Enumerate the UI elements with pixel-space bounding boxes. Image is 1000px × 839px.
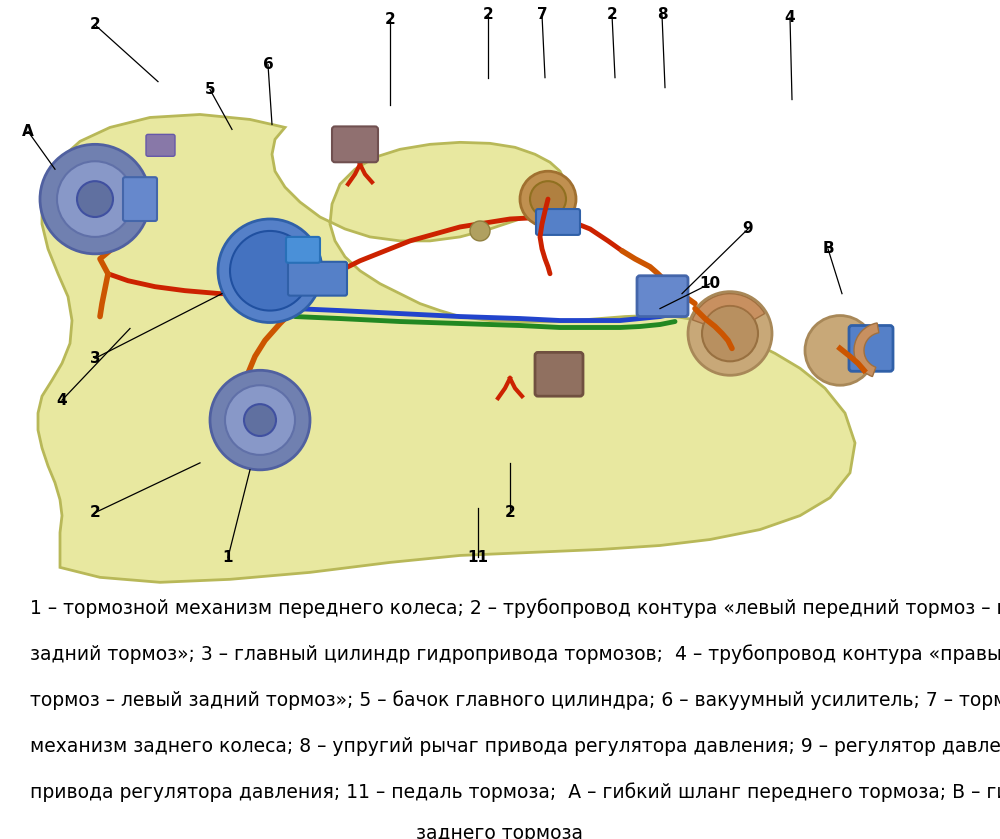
Circle shape [218, 219, 322, 322]
FancyBboxPatch shape [332, 127, 378, 162]
Circle shape [470, 221, 490, 241]
Text: 1 – тормозной механизм переднего колеса; 2 – трубопровод контура «левый передний: 1 – тормозной механизм переднего колеса;… [30, 598, 1000, 618]
Text: 9: 9 [743, 221, 753, 237]
Text: 2: 2 [385, 13, 395, 28]
FancyBboxPatch shape [288, 262, 347, 295]
Text: 7: 7 [537, 8, 547, 23]
FancyBboxPatch shape [535, 352, 583, 396]
Circle shape [210, 370, 310, 470]
FancyBboxPatch shape [637, 276, 688, 316]
Circle shape [702, 305, 758, 362]
Text: 6: 6 [263, 57, 273, 72]
Wedge shape [854, 323, 879, 377]
Text: 3: 3 [90, 351, 100, 366]
Text: привода регулятора давления; 11 – педаль тормоза;  A – гибкий шланг переднего то: привода регулятора давления; 11 – педаль… [30, 783, 1000, 802]
Text: 1: 1 [223, 550, 233, 565]
Text: A: A [22, 124, 34, 139]
Text: 2: 2 [505, 505, 515, 520]
FancyBboxPatch shape [536, 209, 580, 235]
FancyBboxPatch shape [286, 237, 320, 263]
Text: 2: 2 [90, 505, 100, 520]
Text: B: B [822, 242, 834, 257]
Circle shape [805, 315, 875, 385]
Circle shape [520, 171, 576, 227]
FancyBboxPatch shape [146, 134, 175, 156]
Text: 2: 2 [483, 8, 493, 23]
Circle shape [225, 385, 295, 455]
Circle shape [244, 404, 276, 436]
FancyBboxPatch shape [849, 326, 893, 372]
Text: 11: 11 [468, 550, 488, 565]
Circle shape [57, 161, 133, 237]
Circle shape [230, 231, 310, 310]
Text: 4: 4 [785, 10, 795, 25]
Text: 10: 10 [699, 276, 721, 291]
Circle shape [77, 181, 113, 217]
Text: механизм заднего колеса; 8 – упругий рычаг привода регулятора давления; 9 – регу: механизм заднего колеса; 8 – упругий рыч… [30, 737, 1000, 756]
Text: заднего тормоза: заднего тормоза [416, 824, 584, 839]
Text: 2: 2 [90, 18, 100, 33]
Circle shape [688, 292, 772, 375]
Text: 4: 4 [57, 393, 67, 408]
Text: тормоз – левый задний тормоз»; 5 – бачок главного цилиндра; 6 – вакуумный усилит: тормоз – левый задний тормоз»; 5 – бачок… [30, 690, 1000, 711]
FancyBboxPatch shape [123, 177, 157, 221]
Polygon shape [38, 114, 855, 582]
Text: задний тормоз»; 3 – главный цилиндр гидропривода тормозов;  4 – трубопровод конт: задний тормоз»; 3 – главный цилиндр гидр… [30, 644, 1000, 664]
Circle shape [40, 144, 150, 254]
Text: 2: 2 [607, 8, 617, 23]
Text: 8: 8 [657, 8, 667, 23]
Circle shape [530, 181, 566, 217]
Text: 5: 5 [205, 82, 215, 97]
Wedge shape [692, 294, 765, 324]
